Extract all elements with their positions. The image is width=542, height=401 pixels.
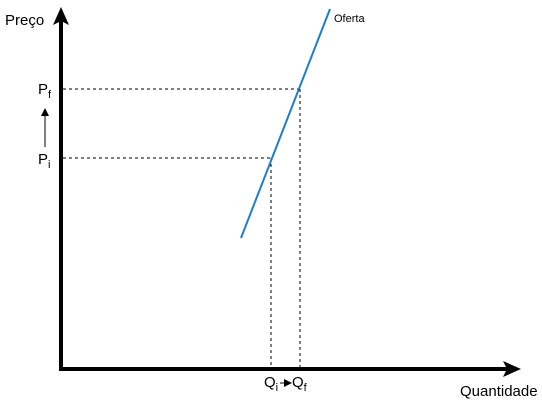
quantity-final-label: Qf — [292, 374, 308, 394]
price-initial-subscript: i — [48, 159, 50, 171]
price-final-label: Pf — [38, 81, 52, 101]
price-initial-label: Pi — [38, 151, 50, 171]
price-final-subscript: f — [48, 89, 52, 101]
quantity-initial-label: Qi — [264, 374, 278, 394]
x-axis-label: Quantidade — [460, 383, 538, 400]
price-initial-letter: P — [38, 151, 48, 168]
y-axis-arrowhead — [53, 7, 69, 25]
x-axis-arrowhead — [503, 361, 521, 377]
supply-curve-label: Oferta — [334, 13, 365, 25]
y-axis-label: Preço — [5, 12, 44, 29]
quantity-final-letter: Q — [292, 374, 304, 391]
supply-curve — [240, 8, 331, 239]
quantity-initial-subscript: i — [276, 382, 278, 394]
quantity-final-subscript: f — [304, 382, 308, 394]
price-final-letter: P — [38, 81, 48, 98]
quantity-initial-letter: Q — [264, 374, 276, 391]
